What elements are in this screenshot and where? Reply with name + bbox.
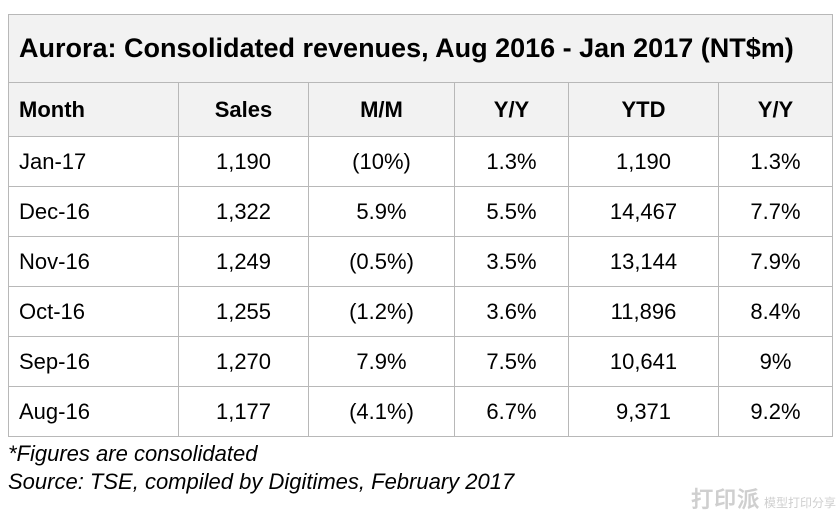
table-cell: (4.1%) [308, 386, 455, 437]
table-cell: 5.9% [308, 186, 455, 237]
table-cell: Aug-16 [8, 386, 179, 437]
table-cell: (1.2%) [308, 286, 455, 337]
table-row: Aug-16 1,177 (4.1%) 6.7% 9,371 9.2% [8, 386, 833, 437]
table-cell: 1,190 [178, 136, 309, 187]
table-cell: 1,177 [178, 386, 309, 437]
watermark-main: 打印派 [691, 488, 761, 513]
table-cell: 1,190 [568, 136, 719, 187]
table-row: Nov-16 1,249 (0.5%) 3.5% 13,144 7.9% [8, 236, 833, 287]
table-cell: 7.5% [454, 336, 569, 387]
table-row: Dec-16 1,322 5.9% 5.5% 14,467 7.7% [8, 186, 833, 237]
table-cell: 9,371 [568, 386, 719, 437]
table-title: Aurora: Consolidated revenues, Aug 2016 … [8, 14, 833, 83]
table-cell: 3.5% [454, 236, 569, 287]
table-cell: 9.2% [718, 386, 833, 437]
table-cell: 7.7% [718, 186, 833, 237]
table-cell: 1,255 [178, 286, 309, 337]
table-header-row: Month Sales M/M Y/Y YTD Y/Y [8, 82, 833, 137]
table-cell: 8.4% [718, 286, 833, 337]
table-row: Sep-16 1,270 7.9% 7.5% 10,641 9% [8, 336, 833, 387]
table-cell: 5.5% [454, 186, 569, 237]
column-header: Month [8, 82, 179, 137]
table-cell: Jan-17 [8, 136, 179, 187]
column-header: M/M [308, 82, 455, 137]
table-row: Oct-16 1,255 (1.2%) 3.6% 11,896 8.4% [8, 286, 833, 337]
footnote-source: Source: TSE, compiled by Digitimes, Febr… [8, 469, 515, 494]
table-cell: Sep-16 [8, 336, 179, 387]
table-cell: 1,322 [178, 186, 309, 237]
column-header: Sales [178, 82, 309, 137]
table-cell: 6.7% [454, 386, 569, 437]
table-cell: 11,896 [568, 286, 719, 337]
table-cell: Oct-16 [8, 286, 179, 337]
table-cell: 13,144 [568, 236, 719, 287]
table-cell: (0.5%) [308, 236, 455, 287]
table-cell: 7.9% [718, 236, 833, 287]
table-cell: Dec-16 [8, 186, 179, 237]
table-cell: 1.3% [454, 136, 569, 187]
column-header: Y/Y [718, 82, 833, 137]
table-cell: (10%) [308, 136, 455, 187]
table-cell: 14,467 [568, 186, 719, 237]
table-cell: 7.9% [308, 336, 455, 387]
column-header: Y/Y [454, 82, 569, 137]
watermark-logo: 打印派 模型打印分享 [691, 490, 836, 512]
table-cell: 9% [718, 336, 833, 387]
table-cell: 10,641 [568, 336, 719, 387]
footnotes: *Figures are consolidated Source: TSE, c… [8, 440, 514, 496]
table-cell: 1,249 [178, 236, 309, 287]
table-cell: 1,270 [178, 336, 309, 387]
table-cell: 3.6% [454, 286, 569, 337]
table-cell: 1.3% [718, 136, 833, 187]
watermark-sub: 模型打印分享 [763, 496, 836, 510]
table-row: Jan-17 1,190 (10%) 1.3% 1,190 1.3% [8, 136, 833, 187]
column-header: YTD [568, 82, 719, 137]
footnote-consolidated: *Figures are consolidated [8, 441, 258, 466]
table-cell: Nov-16 [8, 236, 179, 287]
revenue-table: Aurora: Consolidated revenues, Aug 2016 … [8, 14, 833, 437]
